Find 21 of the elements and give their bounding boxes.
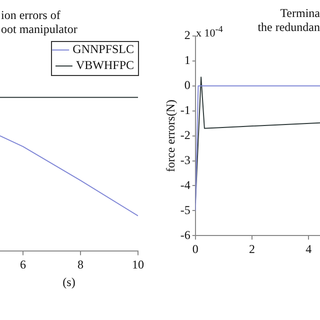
x-tick-label: 8	[78, 258, 84, 272]
y-tick-label: 0	[184, 78, 190, 92]
x-axis-title: (s)	[62, 274, 76, 289]
x-tick-label: 4	[306, 242, 312, 256]
legend-label: GNNPFSLC	[72, 42, 134, 56]
y-tick-label: 1	[184, 53, 190, 68]
annotation: x 10$^{-4}$	[196, 24, 223, 40]
y-tick-label: -6	[180, 228, 190, 242]
x-tick-label: 6	[20, 258, 26, 272]
chart-title: ion errors of oot manipulator	[1, 8, 78, 36]
x-tick-label: 10	[132, 258, 144, 272]
y-axis-title: force errors(N)	[163, 100, 178, 172]
y-tick-label: -1	[180, 103, 190, 118]
y-tick-label: 2	[184, 28, 190, 42]
y-tick-label: -5	[180, 202, 190, 217]
legend-label: VBWHFPC	[76, 58, 134, 72]
x-tick-label: 2	[249, 242, 256, 256]
chart-title: Termina the redundan	[258, 6, 320, 34]
y-tick-label: -4	[180, 178, 190, 192]
y-tick-label: -3	[180, 152, 190, 167]
y-tick-label: -2	[180, 128, 190, 142]
